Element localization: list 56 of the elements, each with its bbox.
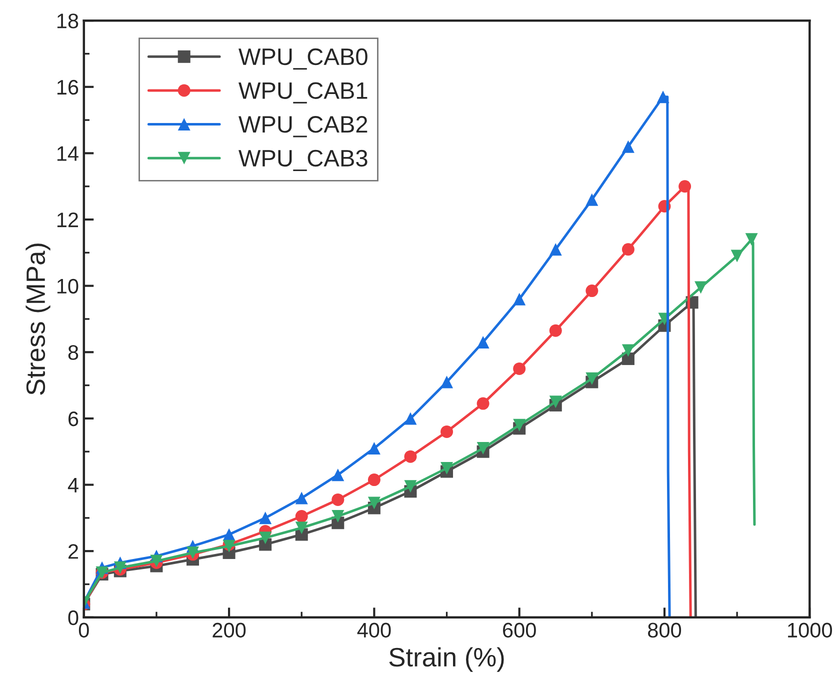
x-tick-label: 200 <box>212 622 246 638</box>
x-tick-label: 400 <box>357 622 391 638</box>
point <box>368 474 380 486</box>
y-tick-label: 4 <box>68 478 78 492</box>
point <box>404 450 417 463</box>
legend-label: WPU_CAB0 <box>238 48 368 70</box>
point <box>730 250 744 262</box>
x-tick-label: 0 <box>78 622 89 638</box>
y-tick-label: 8 <box>68 345 78 360</box>
point <box>586 372 598 385</box>
point <box>513 418 526 432</box>
y-axis-title: Stress (MPa) <box>26 244 50 395</box>
point <box>513 362 526 375</box>
point <box>332 468 344 482</box>
y-tick-label: 14 <box>57 146 78 161</box>
legend-label: WPU_CAB3 <box>238 150 368 172</box>
point <box>549 396 562 408</box>
x-tick-label: 800 <box>648 622 682 638</box>
point <box>622 140 634 153</box>
point <box>259 532 272 544</box>
point <box>549 324 562 337</box>
point <box>622 243 634 256</box>
point <box>295 522 308 534</box>
point <box>368 496 380 510</box>
point <box>440 462 454 474</box>
y-tick-label: 12 <box>57 212 78 228</box>
legend-label: WPU_CAB1 <box>238 82 368 104</box>
y-tick-label: 6 <box>68 411 78 426</box>
point <box>295 492 308 504</box>
point <box>513 292 526 306</box>
x-tick-label: 1000 <box>788 622 832 638</box>
y-tick-label: 0 <box>68 610 78 626</box>
y-tick-label: 10 <box>57 278 78 294</box>
point <box>586 284 598 298</box>
point <box>440 425 454 438</box>
point <box>476 336 490 348</box>
y-tick-label: 18 <box>57 14 78 28</box>
point <box>404 412 417 425</box>
x-tick-label: 600 <box>503 622 536 638</box>
point <box>332 510 344 523</box>
legend-label: WPU_CAB2 <box>238 116 368 138</box>
point <box>404 480 417 493</box>
y-tick-label: 2 <box>68 544 78 559</box>
point <box>368 442 380 455</box>
point <box>332 493 344 506</box>
point <box>476 442 490 455</box>
point <box>295 510 308 523</box>
point <box>440 376 454 388</box>
point <box>694 281 708 294</box>
point <box>586 193 598 206</box>
point <box>622 344 634 357</box>
point <box>476 397 490 410</box>
y-tick-label: 16 <box>57 80 78 95</box>
point <box>259 512 272 524</box>
point <box>549 243 562 256</box>
x-axis-title: Strain (%) <box>389 647 504 672</box>
